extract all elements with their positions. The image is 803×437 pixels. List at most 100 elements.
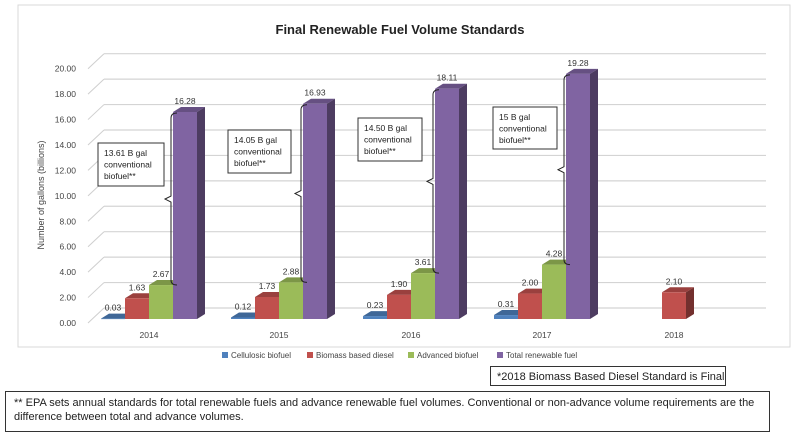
y-tick-label: 2.00 bbox=[59, 293, 76, 303]
bar-front bbox=[303, 103, 327, 319]
annotation-box bbox=[357, 117, 423, 162]
data-label: 2.67 bbox=[153, 269, 170, 279]
chart-title: Final Renewable Fuel Volume Standards bbox=[276, 22, 525, 37]
gridline-depth bbox=[87, 53, 105, 70]
bar-total-renewable-fuel bbox=[173, 107, 205, 319]
data-label: 3.61 bbox=[415, 257, 432, 267]
bar-biomass-based-diesel bbox=[662, 287, 694, 319]
gridline-depth bbox=[87, 129, 105, 146]
bar-front bbox=[255, 297, 279, 319]
x-tick-label: 2018 bbox=[665, 330, 684, 340]
bar-top bbox=[662, 287, 694, 293]
annotation-text: 14.50 B gal bbox=[364, 123, 407, 133]
bar-top bbox=[435, 83, 467, 89]
data-label: 2.10 bbox=[666, 276, 683, 286]
data-label: 2.00 bbox=[522, 278, 539, 288]
legend-swatch bbox=[497, 352, 503, 358]
bar-front bbox=[435, 88, 459, 320]
gridline-depth bbox=[87, 256, 105, 273]
bracket bbox=[556, 74, 571, 266]
bar-front bbox=[363, 316, 387, 319]
x-tick-label: 2016 bbox=[402, 330, 421, 340]
bar-top bbox=[173, 107, 205, 112]
bar-front bbox=[494, 315, 518, 319]
bar-front bbox=[411, 273, 435, 319]
legend-swatch bbox=[222, 352, 228, 358]
y-tick-label: 20.00 bbox=[55, 64, 77, 74]
data-label: 0.03 bbox=[105, 303, 122, 313]
x-tick-label: 2014 bbox=[140, 330, 159, 340]
y-tick-label: 0.00 bbox=[59, 318, 76, 328]
annotation-text: biofuel** bbox=[364, 146, 396, 156]
bar-total-renewable-fuel bbox=[435, 83, 467, 320]
bar-front bbox=[101, 318, 125, 320]
data-label: 1.90 bbox=[391, 279, 408, 289]
bar-front bbox=[125, 298, 149, 319]
data-label: 16.93 bbox=[304, 88, 326, 98]
bar-top bbox=[566, 68, 598, 74]
bar-front bbox=[566, 73, 590, 319]
bracket bbox=[425, 89, 440, 274]
bar-total-renewable-fuel bbox=[303, 98, 335, 319]
data-label: 19.28 bbox=[567, 58, 589, 68]
bar-side bbox=[327, 98, 335, 319]
data-label: 1.73 bbox=[259, 281, 276, 291]
annotation-text: biofuel** bbox=[104, 171, 136, 181]
legend-label: Advanced biofuel bbox=[417, 351, 479, 360]
bar-side bbox=[686, 287, 694, 319]
data-label: 18.11 bbox=[437, 73, 458, 83]
y-tick-label: 12.00 bbox=[55, 165, 77, 175]
annotation-text: conventional bbox=[499, 124, 547, 134]
data-label: 1.63 bbox=[129, 282, 146, 292]
y-tick-label: 14.00 bbox=[55, 140, 77, 150]
annotation-text: biofuel** bbox=[499, 135, 531, 145]
gridline-depth bbox=[87, 78, 105, 95]
annotation-text: biofuel** bbox=[234, 158, 266, 168]
gridline-depth bbox=[87, 282, 105, 298]
bar-front bbox=[662, 292, 686, 319]
biomass-footnote: *2018 Biomass Based Diesel Standard is F… bbox=[490, 366, 726, 386]
annotation-text: 14.05 B gal bbox=[234, 135, 277, 145]
annotation-box bbox=[97, 142, 165, 187]
gridline-depth bbox=[87, 205, 105, 222]
y-tick-label: 6.00 bbox=[59, 242, 76, 252]
data-label: 0.12 bbox=[235, 301, 252, 311]
bar-front bbox=[231, 317, 255, 319]
x-tick-label: 2015 bbox=[270, 330, 289, 340]
bar-front bbox=[173, 112, 197, 319]
data-label: 0.23 bbox=[367, 300, 384, 310]
bar-front bbox=[387, 294, 411, 319]
legend-label: Total renewable fuel bbox=[506, 351, 577, 360]
x-tick-label: 2017 bbox=[533, 330, 552, 340]
bar-front bbox=[149, 285, 173, 319]
y-tick-label: 16.00 bbox=[55, 115, 77, 125]
bar-top bbox=[303, 98, 335, 104]
annotation-text: conventional bbox=[234, 147, 282, 157]
data-label: 2.88 bbox=[283, 266, 300, 276]
y-tick-label: 8.00 bbox=[59, 216, 76, 226]
gridline-depth bbox=[87, 104, 105, 120]
legend-label: Biomass based diesel bbox=[316, 351, 394, 360]
annotation-text: conventional bbox=[104, 160, 152, 170]
annotation-text: 15 B gal bbox=[499, 112, 530, 122]
legend-label: Cellulosic biofuel bbox=[231, 351, 291, 360]
bar-side bbox=[590, 68, 598, 319]
annotation-box bbox=[492, 106, 558, 150]
y-tick-label: 4.00 bbox=[59, 267, 76, 277]
y-axis-label: Number of gallons (billions) bbox=[36, 140, 46, 249]
y-tick-label: 18.00 bbox=[55, 89, 77, 99]
y-tick-label: 10.00 bbox=[55, 191, 77, 201]
epa-footnote: ** EPA sets annual standards for total r… bbox=[5, 391, 770, 432]
bar-side bbox=[197, 107, 205, 319]
data-label: 4.28 bbox=[546, 249, 563, 259]
legend-swatch bbox=[307, 352, 313, 358]
bar-front bbox=[279, 282, 303, 319]
bracket bbox=[293, 104, 308, 283]
gridline-depth bbox=[87, 231, 105, 248]
bar-front bbox=[518, 293, 542, 319]
annotation-box bbox=[227, 129, 292, 174]
bar-total-renewable-fuel bbox=[566, 68, 598, 319]
gridline-depth bbox=[87, 307, 105, 324]
